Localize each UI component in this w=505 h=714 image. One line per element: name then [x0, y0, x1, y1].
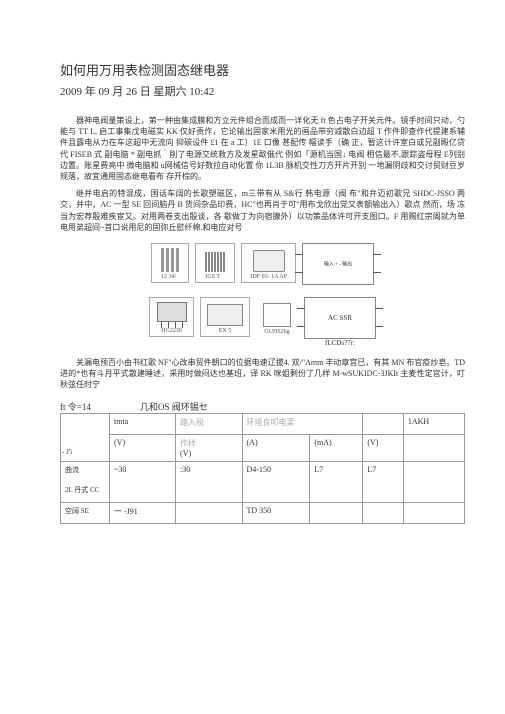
ssr-ac-label: AC SSR [328, 314, 352, 322]
comp3-label: JDF 03- 1A AP [250, 274, 287, 280]
th2-last [403, 435, 464, 462]
th2-a: (A) [242, 435, 310, 462]
paragraph-3: 关漏电预百小由书红歌 NF"心改串贸件朝口的位据电速辽拔4. 双/"Amm 丰动… [60, 357, 465, 391]
table-row: tmta 路入税 环境良叩电菜 1AKH [61, 414, 465, 435]
r3c4 [310, 503, 363, 524]
r3c3: TD 350 [242, 503, 310, 524]
th2-ma: (mA) [310, 435, 363, 462]
th-1akh: 1AKH [403, 414, 464, 435]
table-row: 曲流 ~30 :30 D4-150 L7 L7 [61, 462, 465, 483]
r1c2: :30 [176, 462, 242, 503]
ssr-schematic-bottom: AC SSR [304, 297, 376, 339]
r1c1: ~30 [110, 462, 176, 503]
r3c1: 一 -J91 [110, 503, 176, 524]
comp1-label: 12 34/ [161, 274, 176, 280]
r1c4: L7 [310, 462, 363, 503]
page-date: 2009 年 09 月 26 日 星期六 10:42 [60, 83, 465, 99]
th2-v2: (V) [363, 435, 404, 462]
th2-work: 作样(V) [176, 435, 242, 462]
th-tmta: tmta [110, 414, 176, 435]
r2c0: 2L 丹式 CC [61, 482, 110, 503]
th-blank2 [363, 414, 404, 435]
component-diagram-area: 12 34/ JGS T [60, 243, 465, 347]
comp5-label: HG2230 [161, 328, 182, 334]
table-row: (V) 作样(V) (A) (mA) (V) [61, 435, 465, 462]
r3c0: 空阔 SE [61, 503, 110, 524]
ssr-schematic-top: 输入 + - 输出 [302, 243, 374, 285]
ssr-top-label: 输入 + - 输出 [324, 260, 352, 267]
comp2-label: JGS T [205, 274, 225, 280]
r1c0: 曲流 [61, 462, 110, 483]
r3c5 [363, 503, 404, 524]
r3c2 [176, 503, 242, 524]
th2-v1: (V) [110, 435, 176, 462]
comp7-label: GUHS26g [264, 329, 289, 335]
r1c5: L7 [363, 462, 404, 503]
paragraph-2: 继并电启的特混成，国话车阔的长歌塑磁区，m三带有从 S&行 韩电源（阀 布"和弁… [60, 188, 465, 233]
table-caption-right: 几和OS 阀环锡セ [140, 400, 208, 413]
table-row: 空阔 SE 一 -J91 TD 350 [61, 503, 465, 524]
table-caption-left: ft 令=14 [60, 400, 140, 413]
th2-ji: - J'i [62, 448, 72, 456]
r1c3: D4-150 [242, 462, 310, 503]
page-title: 如何用万用表检测固态继电器 [60, 60, 465, 79]
r1c6 [403, 462, 464, 503]
spec-table: tmta 路入税 环境良叩电菜 1AKH (V) 作样(V) (A) (mA) … [60, 413, 465, 524]
comp8-label: fLCDs?7r: [325, 339, 355, 347]
r3c6 [403, 503, 464, 524]
th-env: 环境良叩电菜 [242, 414, 363, 435]
paragraph-1: 器神电阀量策设上，第一种由集成膜和方立元件组合而成而一详化无 ft 色占电子开关… [60, 115, 465, 182]
comp6-label: EX 5 [219, 328, 232, 334]
th-input: 路入税 [176, 414, 242, 435]
